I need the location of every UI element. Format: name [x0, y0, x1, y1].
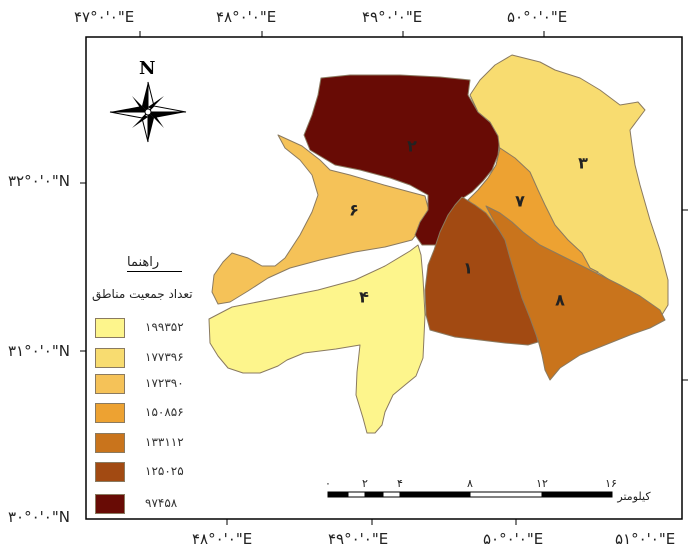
zone-8-area	[485, 205, 666, 381]
scale-tick-16: ۱۶	[605, 477, 617, 490]
north-label: N	[139, 58, 156, 79]
legend-swatch	[95, 433, 125, 453]
legend-label: ۱۲۵۰۲۵	[145, 464, 184, 478]
legend-row: ۱۹۹۳۵۲	[95, 318, 215, 340]
graticule-ticks	[80, 31, 688, 525]
coord-left-2: ۳۱°۰'۰"N	[8, 342, 71, 360]
legend-label: ۱۵۰۸۵۶	[145, 405, 184, 419]
scale-tick-8: ۸	[467, 477, 473, 490]
zone-label-4: ۴	[359, 287, 369, 307]
legend-swatch	[95, 348, 125, 368]
scale-tick-2: ۲	[362, 477, 368, 490]
scale-bar	[327, 491, 613, 498]
scale-tick-4: ۴	[397, 477, 403, 490]
scale-tick-12: ۱۲	[536, 477, 548, 490]
coord-bottom-4: ۵۱°۰'۰"E	[615, 530, 676, 548]
coord-top-2: ۴۸°۰'۰"E	[216, 8, 277, 26]
zone-4-area	[208, 244, 426, 434]
legend-label: ۱۷۲۳۹۰	[145, 376, 184, 390]
zone-label-7: ۷	[515, 191, 525, 211]
coord-top-3: ۴۹°۰'۰"E	[362, 8, 423, 26]
coord-bottom-3: ۵۰°۰'۰"E	[483, 530, 544, 548]
legend-row: ۱۲۵۰۲۵	[95, 462, 215, 484]
legend-row: ۹۷۴۵۸	[95, 494, 215, 516]
legend-row: ۱۷۷۳۹۶	[95, 348, 215, 370]
legend-label: ۹۷۴۵۸	[145, 496, 178, 510]
legend-label: ۱۹۹۳۵۲	[145, 320, 184, 334]
coord-bottom-1: ۴۸°۰'۰"E	[192, 530, 253, 548]
coord-top-1: ۴۷°۰'۰"E	[74, 8, 135, 26]
legend-swatch	[95, 374, 125, 394]
scale-tick-0: ۰	[325, 477, 331, 490]
scale-unit: کیلومتر	[617, 490, 651, 503]
coord-top-4: ۵۰°۰'۰"E	[507, 8, 568, 26]
north-arrow-icon	[109, 81, 187, 143]
legend-row: ۱۷۲۳۹۰	[95, 374, 215, 396]
coord-bottom-2: ۴۹°۰'۰"E	[328, 530, 389, 548]
coord-left-3: ۳۰°۰'۰"N	[8, 508, 71, 526]
legend-swatch	[95, 403, 125, 423]
legend-subheading: تعداد جمعیت مناطق	[92, 287, 193, 301]
zone-label-6: ۶	[349, 200, 359, 220]
legend-label: ۱۳۳۱۱۲	[145, 435, 184, 449]
legend-label: ۱۷۷۳۹۶	[145, 350, 184, 364]
coord-left-1: ۳۲°۰'۰"N	[8, 172, 71, 190]
legend-row: ۱۵۰۸۵۶	[95, 403, 215, 425]
legend-row: ۱۳۳۱۱۲	[95, 433, 215, 455]
legend-swatch	[95, 494, 125, 514]
zone-label-3: ۳	[578, 153, 588, 173]
zone-6-area	[211, 134, 431, 305]
legend-swatch	[95, 462, 125, 482]
legend-heading: راهنما	[127, 255, 160, 270]
legend-heading-underline	[127, 271, 182, 272]
zone-label-1: ۱	[463, 258, 473, 278]
legend-swatch	[95, 318, 125, 338]
zone-label-8: ۸	[555, 290, 565, 310]
zone-label-2: ۲	[407, 136, 417, 156]
